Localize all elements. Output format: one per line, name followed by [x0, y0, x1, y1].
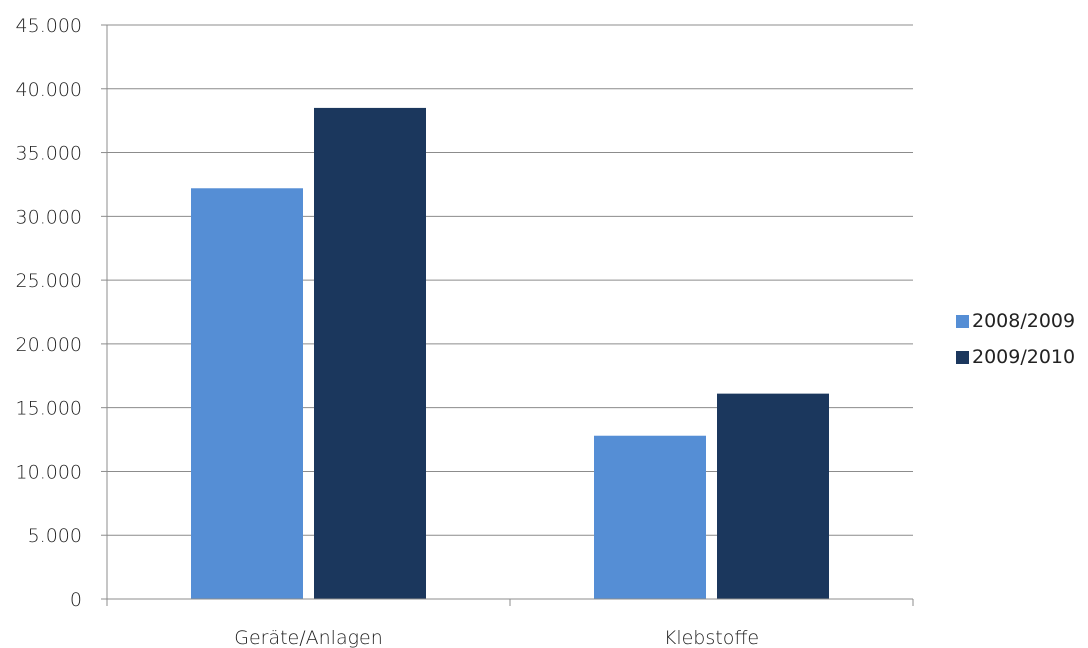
axes: [106, 25, 914, 606]
legend-label-series-1: 2008/2009: [972, 310, 1076, 332]
legend-label-series-2: 2009/2010: [972, 346, 1076, 368]
x-axis-labels: Geräte/Anlagen Klebstoffe: [234, 627, 759, 648]
y-tick-label: 5.000: [28, 525, 82, 547]
y-tick-label: 25.000: [16, 270, 82, 292]
legend: 2008/2009 2009/2010: [956, 303, 1075, 375]
y-tick-label: 45.000: [16, 15, 82, 37]
y-tick-label: 20.000: [16, 334, 82, 356]
x-category-label: Geräte/Anlagen: [234, 627, 383, 648]
bars: [191, 107, 829, 600]
legend-item-series-2: 2009/2010: [956, 339, 1075, 375]
legend-item-series-1: 2008/2009: [956, 303, 1075, 339]
y-tick-label: 0: [70, 589, 82, 611]
y-axis-ticks: 0 5.000 10.000 15.000 20.000 25.000 30.000 35.0…: [16, 15, 107, 611]
y-tick-label: 10.000: [16, 461, 82, 483]
bar-1: [191, 188, 303, 599]
bar-2: [717, 393, 829, 599]
y-tick-label: 35.000: [16, 143, 82, 165]
y-tick-label: 40.000: [16, 79, 82, 101]
bar-1: [594, 435, 706, 599]
bar-2: [314, 107, 426, 600]
legend-swatch-series-1: [956, 314, 969, 328]
y-tick-label: 15.000: [16, 398, 82, 420]
x-category-label: Klebstoffe: [664, 627, 759, 648]
legend-swatch-series-2: [956, 350, 969, 364]
y-tick-label: 30.000: [16, 206, 82, 228]
